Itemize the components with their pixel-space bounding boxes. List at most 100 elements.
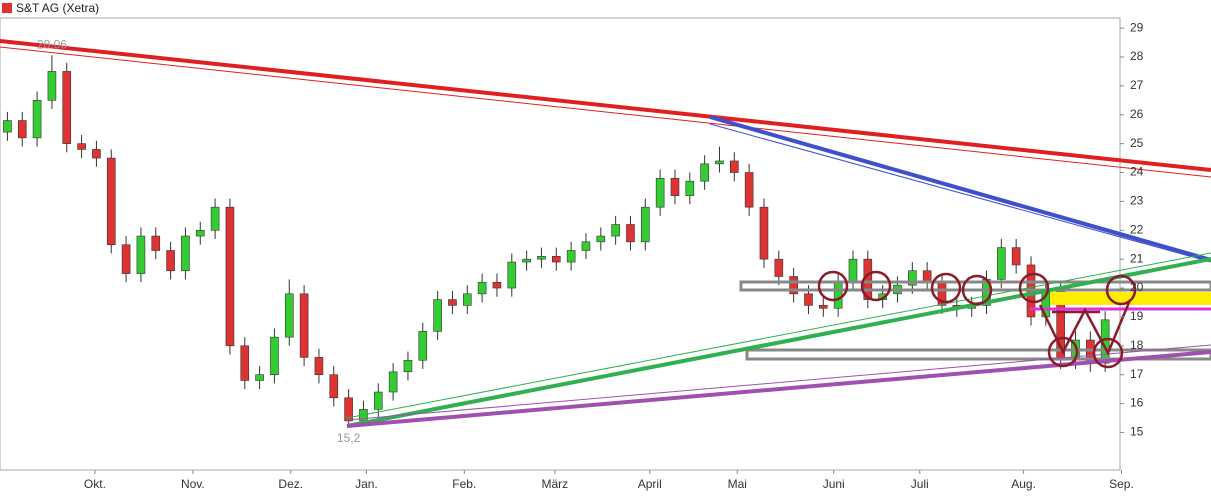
candle-body <box>759 206 769 260</box>
markers <box>817 270 1137 369</box>
y-tick-label: 28 <box>1130 49 1144 63</box>
x-tick-label: Juli <box>911 477 929 491</box>
y-tick-label: 24 <box>1130 165 1144 179</box>
candle-body <box>1011 247 1021 266</box>
y-tick-label: 16 <box>1130 396 1144 410</box>
trend-line <box>0 39 1211 172</box>
title-swatch <box>2 3 12 13</box>
candle-body <box>640 206 650 243</box>
candle-body <box>804 293 813 306</box>
trend-line <box>0 46 1211 178</box>
candle-body <box>255 374 264 381</box>
x-tick-label: Feb. <box>452 477 476 491</box>
candle-body <box>344 397 353 422</box>
y-tick-label: 27 <box>1130 78 1144 92</box>
candle-body <box>655 177 665 208</box>
candle-body <box>403 359 413 373</box>
x-tick-label: Aug. <box>1011 477 1036 491</box>
candle-body <box>774 258 784 277</box>
x-tick-label: Okt. <box>84 477 106 491</box>
x-tick-label: Jan. <box>355 477 378 491</box>
candle-body <box>284 293 294 338</box>
candle-body <box>715 160 724 165</box>
candle-body <box>329 374 339 399</box>
drawings <box>0 39 1211 428</box>
candle-body <box>462 293 472 306</box>
candle-body <box>418 331 428 361</box>
candle-body <box>819 305 828 309</box>
candle-body <box>166 250 175 272</box>
candle-body <box>522 258 531 263</box>
trend-line <box>346 257 1211 428</box>
y-tick-label: 15 <box>1130 425 1144 439</box>
trend-line <box>709 123 1211 263</box>
x-tick-label: April <box>638 477 662 491</box>
trend-line <box>346 350 1211 428</box>
candle-body <box>789 276 798 295</box>
x-tick-label: Mai <box>728 477 747 491</box>
annotation: 28.06 <box>37 37 67 51</box>
candle-body <box>32 100 42 139</box>
annotation: 15,2 <box>337 431 361 445</box>
candle-body <box>92 149 101 159</box>
candle-body <box>685 180 695 196</box>
x-tick-label: März <box>541 477 568 491</box>
candle-body <box>77 143 86 150</box>
x-tick-label: Juni <box>823 477 845 491</box>
candle-body <box>195 229 205 237</box>
candle-body <box>225 206 235 347</box>
candle-body <box>507 261 517 289</box>
candle-body <box>136 235 146 274</box>
y-tick-label: 20 <box>1130 280 1144 294</box>
support-box <box>739 280 1211 292</box>
candle-body <box>908 270 917 286</box>
candle-body <box>388 371 398 393</box>
trend-line <box>709 115 1211 262</box>
candle-body <box>626 224 635 243</box>
y-tick-label: 22 <box>1130 222 1144 236</box>
candle-body <box>433 299 442 332</box>
candle-body <box>670 177 680 196</box>
candle-body <box>3 120 12 133</box>
y-tick-label: 19 <box>1130 309 1144 323</box>
candle-body <box>581 241 591 251</box>
candle-body <box>151 235 161 251</box>
candle-body <box>730 160 739 173</box>
x-tick-label: Nov. <box>181 477 205 491</box>
candle-body <box>373 391 383 410</box>
candle-body <box>47 71 57 101</box>
candle-body <box>210 206 220 231</box>
candle-body <box>566 250 576 263</box>
candle-body <box>106 157 116 246</box>
y-tick-label: 29 <box>1130 20 1144 34</box>
y-tick-label: 23 <box>1130 194 1144 208</box>
chart-title: S&T AG (Xetra) <box>16 1 99 15</box>
candle-body <box>492 281 502 289</box>
y-tick-label: 21 <box>1130 251 1144 265</box>
candle-body <box>611 224 620 237</box>
candle-body <box>700 163 709 182</box>
candle-body <box>448 299 457 306</box>
candle-body <box>299 293 309 358</box>
candle-body <box>477 281 487 295</box>
plot-frame <box>0 17 1121 471</box>
candle-body <box>744 172 754 208</box>
candle-body <box>596 235 606 243</box>
candle-body <box>848 258 858 283</box>
candle-body <box>314 357 324 375</box>
zone <box>1050 292 1211 305</box>
support-box <box>745 348 1211 361</box>
candle-body <box>551 255 561 263</box>
candles <box>3 55 1110 427</box>
x-tick-label: Sep. <box>1109 477 1134 491</box>
candle-body <box>121 244 131 274</box>
candle-body <box>62 71 72 144</box>
x-tick-label: Dez. <box>278 477 303 491</box>
y-tick-label: 26 <box>1130 107 1144 121</box>
trend-line <box>346 252 1211 419</box>
candle-body <box>833 281 843 309</box>
candle-body <box>17 120 27 139</box>
candle-body <box>181 235 190 272</box>
candle-body <box>240 345 250 381</box>
